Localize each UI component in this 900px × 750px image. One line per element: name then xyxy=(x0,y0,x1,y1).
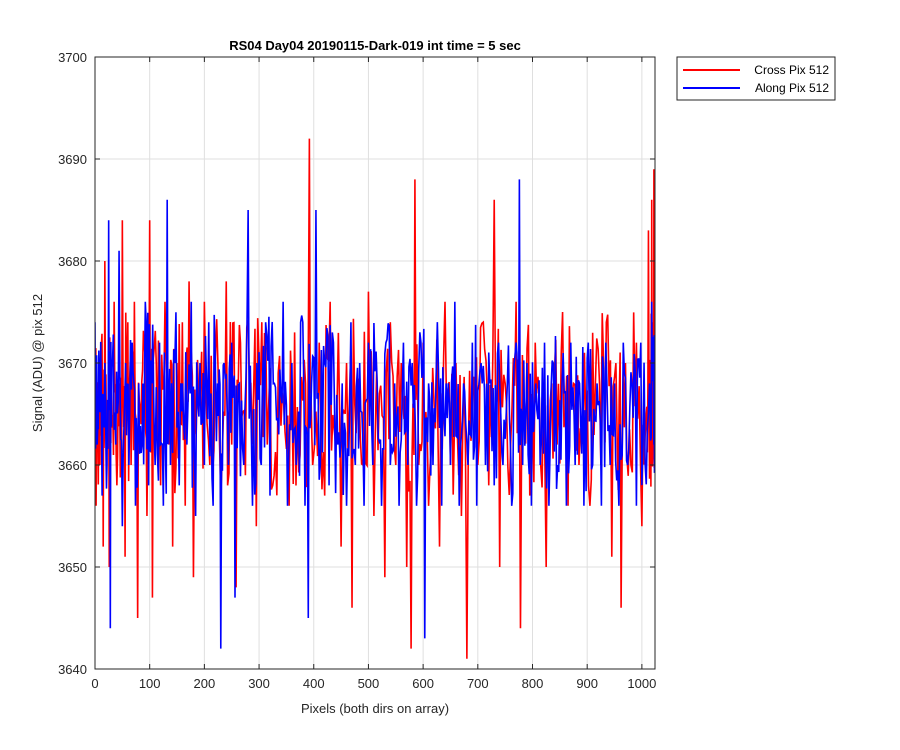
x-tick-label: 800 xyxy=(522,676,544,691)
y-axis-label: Signal (ADU) @ pix 512 xyxy=(30,294,45,432)
axis-tick-labels: 0 100 200 300 400 500 600 700 800 900 1000 3640 3650… xyxy=(58,50,656,691)
axis-ticks xyxy=(94,56,655,670)
y-tick-label: 3640 xyxy=(58,662,87,677)
y-tick-label: 3700 xyxy=(58,50,87,65)
legend-label-along: Along Pix 512 xyxy=(755,81,829,95)
y-tick-label: 3690 xyxy=(58,152,87,167)
x-tick-label: 900 xyxy=(576,676,598,691)
legend: Cross Pix 512 Along Pix 512 xyxy=(676,56,836,101)
y-tick-label: 3670 xyxy=(58,356,87,371)
x-tick-label: 200 xyxy=(194,676,216,691)
x-tick-label: 1000 xyxy=(627,676,656,691)
series-line-along-pix-512 xyxy=(95,179,655,649)
x-tick-label: 100 xyxy=(139,676,161,691)
x-tick-label: 500 xyxy=(358,676,380,691)
x-tick-label: 600 xyxy=(412,676,434,691)
x-axis-label: Pixels (both dirs on array) xyxy=(301,701,449,716)
x-tick-label: 700 xyxy=(467,676,489,691)
legend-label-cross: Cross Pix 512 xyxy=(754,63,829,77)
x-tick-label: 0 xyxy=(91,676,98,691)
y-tick-label: 3680 xyxy=(58,254,87,269)
x-tick-label: 400 xyxy=(303,676,325,691)
x-tick-label: 300 xyxy=(248,676,270,691)
y-tick-label: 3650 xyxy=(58,560,87,575)
chart-title: RS04 Day04 20190115-Dark-019 int time = … xyxy=(229,38,521,53)
series-group xyxy=(95,138,655,659)
y-tick-label: 3660 xyxy=(58,458,87,473)
legend-box xyxy=(676,56,836,101)
